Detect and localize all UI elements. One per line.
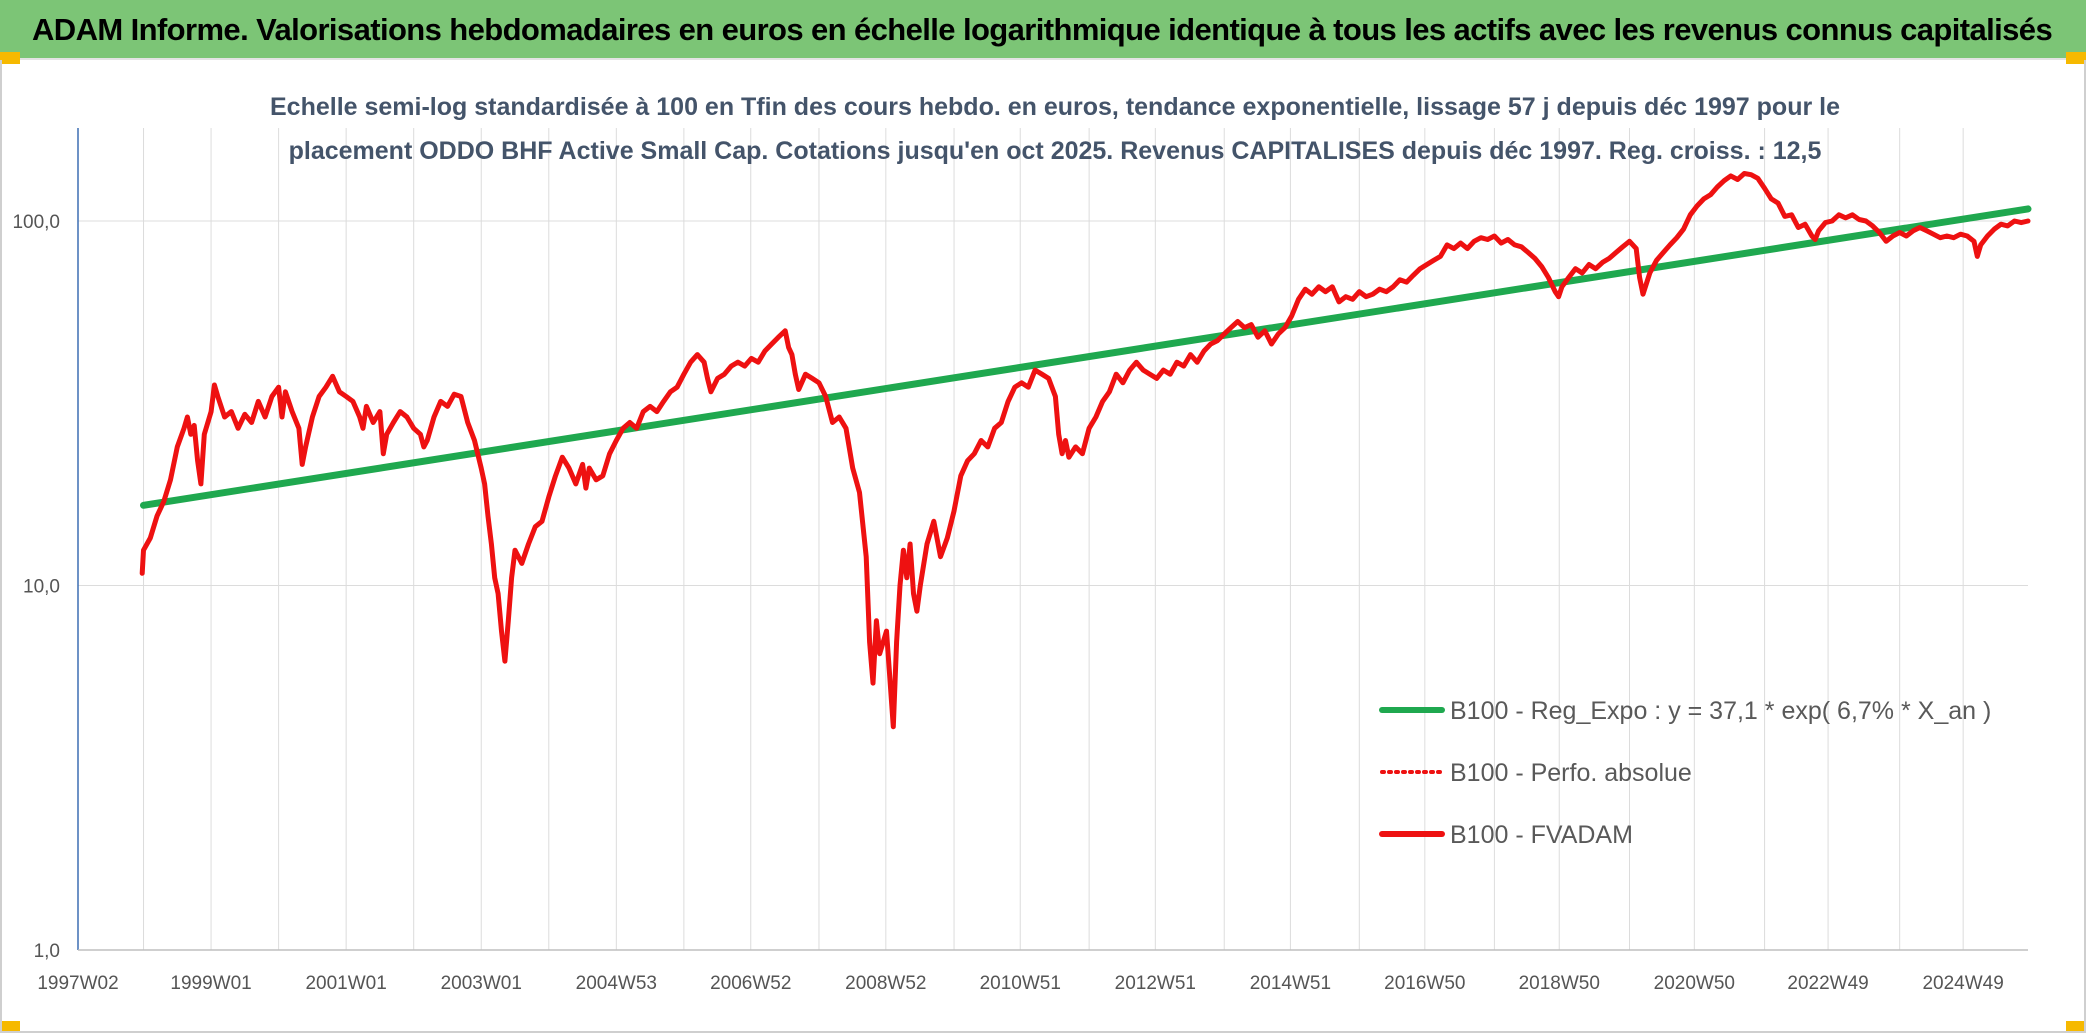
legend-label-3: B100 - FVADAM [1450,821,1633,849]
corner-marker-top-left [0,52,20,64]
corner-marker-top-right [2066,52,2086,64]
x-tick-label: 2003W01 [441,973,522,994]
x-tick-label: 2020W50 [1654,973,1735,994]
chart-frame [0,60,2086,1033]
x-tick-label: 2006W52 [710,973,791,994]
legend-label-2: B100 - Perfo. absolue [1450,759,1692,787]
report-title: ADAM Informe. Valorisations hebdomadaire… [32,12,2053,47]
x-tick-label: 2016W50 [1384,973,1465,994]
x-tick-label: 2012W51 [1115,973,1196,994]
x-tick-label: 2014W51 [1250,973,1331,994]
series-line-1 [140,205,2032,509]
legend-label-1: B100 - Reg_Expo : y = 37,1 * exp( 6,7% *… [1450,697,1991,725]
x-tick-label: 2018W50 [1519,973,1600,994]
corner-marker-bottom-right [2066,1021,2086,1033]
report-banner: ADAM Informe. Valorisations hebdomadaire… [0,0,2086,60]
x-tick-label: 2001W01 [305,973,386,994]
x-tick-label: 1999W01 [170,973,251,994]
y-tick-label: 10,0 [23,577,60,598]
chart-title-line-1: Echelle semi-log standardisée à 100 en T… [270,93,1840,121]
series-line-3 [139,171,2031,730]
x-tick-label: 2022W49 [1787,973,1868,994]
corner-marker-bottom-left [0,1021,20,1033]
x-tick-label: 2008W52 [845,973,926,994]
y-tick-label: 1,0 [34,941,60,962]
y-tick-label: 100,0 [12,212,60,233]
x-tick-label: 2010W51 [980,973,1061,994]
x-tick-label: 2004W53 [576,973,657,994]
x-tick-label: 1997W02 [37,973,118,994]
x-tick-label: 2024W49 [1922,973,2003,994]
chart-title-line-2: placement ODDO BHF Active Small Cap. Cot… [289,137,1822,165]
